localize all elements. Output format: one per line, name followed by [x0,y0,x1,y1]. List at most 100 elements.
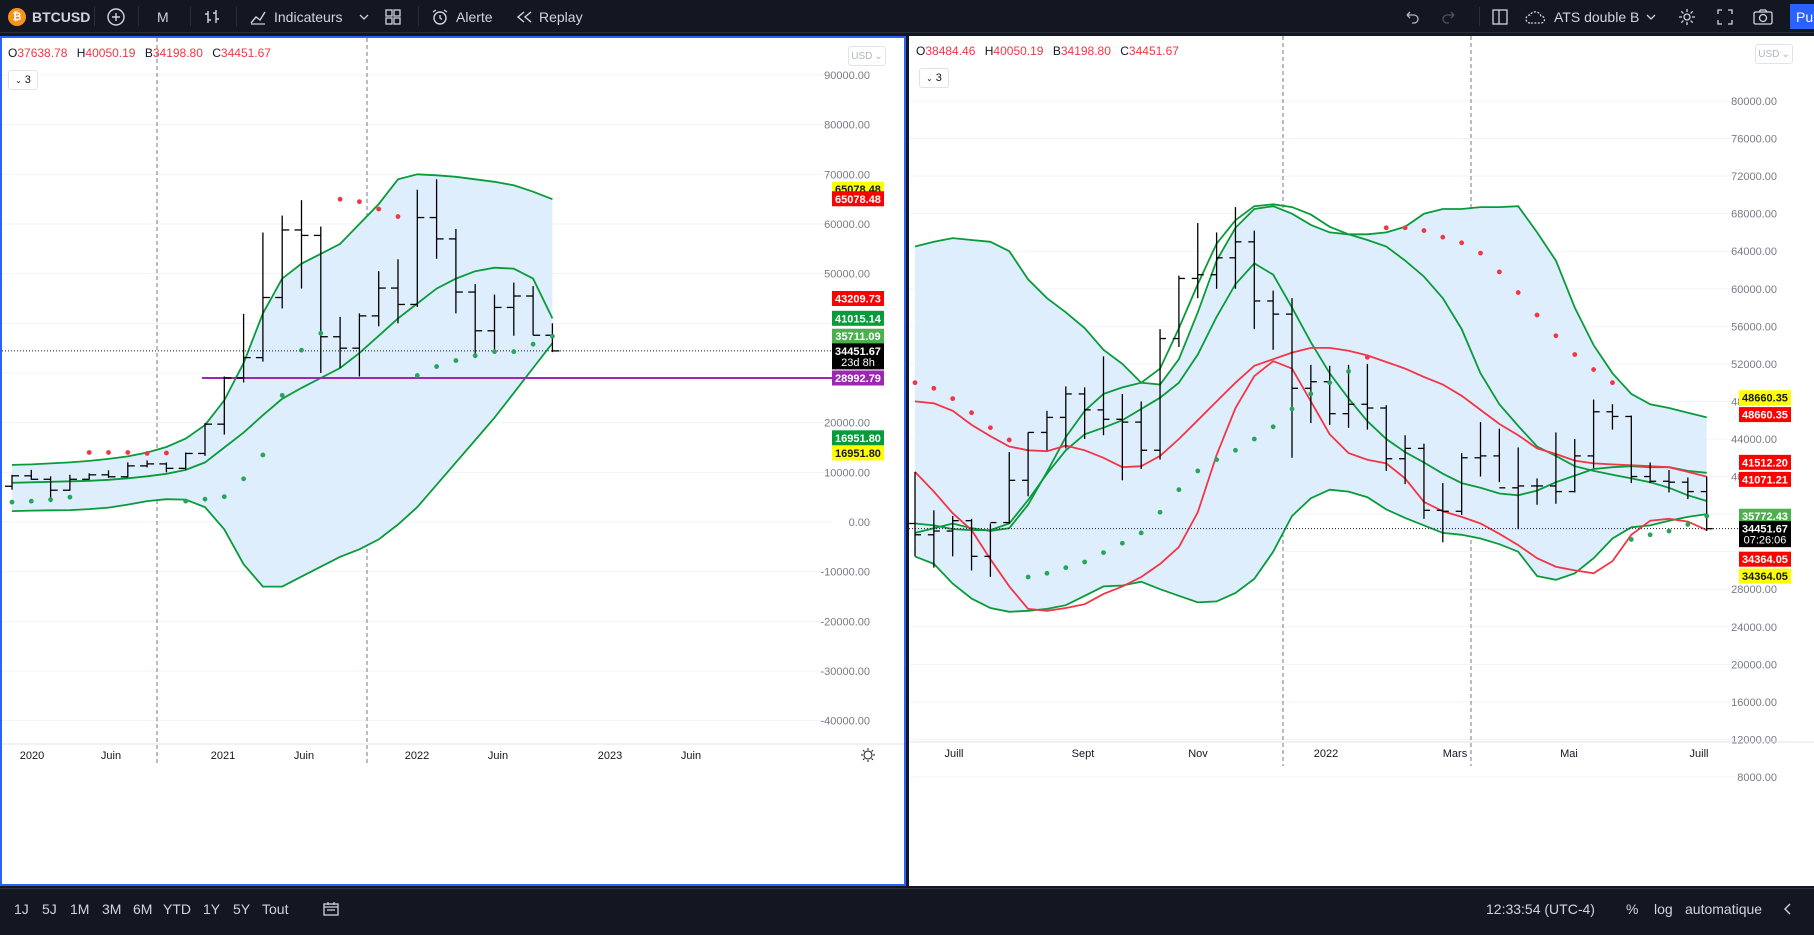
ohlc-bar [946,515,959,557]
settings-button[interactable] [1677,0,1697,33]
y-tick-label: 80000.00 [1731,96,1777,108]
replay-label: Replay [539,8,583,25]
y-tick-label: 44000.00 [1731,434,1777,446]
compare-button[interactable] [106,0,126,33]
chart-pane-right[interactable]: 80000.00 76000.00 72000.00 68000.00 64000.00… [909,36,1814,886]
collapse-bottom-button[interactable] [1782,889,1794,929]
y-tick-label: 0.00 [849,517,870,529]
y-tick-label: -20000.00 [820,616,870,628]
chevron-down-icon: ⌄ [1781,48,1790,60]
range-tout[interactable]: Tout [262,901,289,917]
percent-label: % [1626,901,1639,917]
psar-dot [1553,333,1559,339]
range-5y[interactable]: 5Y [233,901,251,917]
y-tick-label: 28000.00 [1731,584,1777,596]
ohlc-bar [984,521,997,578]
range-1j[interactable]: 1J [14,901,29,917]
indicators-button[interactable]: Indicateurs [248,0,342,33]
psar-dot [106,450,111,455]
ohlc-bar [255,232,270,362]
chart-pane-left[interactable]: 90000.00 80000.00 70000.00 60000.00 50000.00… [0,36,906,886]
currency-button[interactable]: USD ⌄ [1755,44,1793,64]
psar-dot [1628,537,1634,542]
psar-dot [1063,565,1069,571]
range-1m[interactable]: 1M [70,901,90,917]
auto-toggle[interactable]: automatique [1685,889,1762,929]
chart-canvas-right[interactable]: 80000.00 76000.00 72000.00 68000.00 64000.00… [909,36,1814,886]
layout-split-button[interactable] [1490,0,1510,33]
indicators-collapse-button[interactable]: ⌄ 3 [919,68,949,88]
price-label-countdown: 07:26:06 [1744,535,1787,547]
ohlc-bar [1455,453,1468,516]
price-label: 41512.20 [1742,457,1788,469]
range-5j[interactable]: 5J [42,901,57,917]
currency-button[interactable]: USD ⌄ [848,46,886,66]
publish-button[interactable]: Pu [1790,4,1814,29]
range-6m[interactable]: 6M [133,901,153,917]
replay-button[interactable]: Replay [515,0,583,33]
price-label: 34364.05 [1742,554,1788,566]
interval-button[interactable]: M [157,0,169,33]
chart-type-button[interactable] [202,0,222,33]
y-tick-label: 56000.00 [1731,321,1777,333]
layout-name-button[interactable]: ATS double B [1524,0,1639,33]
y-tick-label: 20000.00 [1731,659,1777,671]
fullscreen-icon [1716,8,1734,26]
ohlc-bar [101,470,116,478]
templates-button[interactable] [383,0,403,33]
bb-lower-line [11,342,554,588]
undo-button[interactable] [1402,0,1420,33]
log-toggle[interactable]: log [1654,889,1673,929]
fullscreen-button[interactable] [1716,0,1734,33]
ohlc-high: 40050.19 [993,44,1044,58]
layout-name-label: ATS double B [1554,8,1640,25]
range-ytd[interactable]: YTD [163,901,191,917]
price-label: 16951.80 [835,433,881,445]
ohlc-bar [1361,363,1374,430]
psar-dot [9,499,15,505]
y-tick-label: 16000.00 [1731,697,1777,709]
psar-dot [950,396,956,402]
psar-dot [86,450,92,455]
axis-settings-icon[interactable] [861,748,875,762]
ohlc-low: 34198.80 [1060,44,1111,58]
range-3m[interactable]: 3M [102,901,122,917]
ohlc-close: 34451.67 [1128,44,1179,58]
symbol-search[interactable]: ₿ BTCUSD [8,0,90,33]
price-label-bg [832,310,884,326]
indicators-dropdown[interactable] [358,0,370,33]
layout-dropdown[interactable] [1645,0,1657,33]
indicators-collapse-button[interactable]: ⌄ 3 [8,70,38,90]
psar-dot [1478,250,1483,256]
psar-dot [1157,509,1163,515]
price-label-bg [1739,568,1791,584]
currency-label: USD [851,50,873,62]
y-tick-label: 60000.00 [824,219,870,231]
goto-date-button[interactable] [322,889,340,929]
psar-dot [1327,380,1333,386]
chevron-down-icon [358,11,370,23]
price-label-bg [1739,407,1791,423]
percent-toggle[interactable]: % [1626,889,1638,929]
bottom-toolbar: 1J 5J 1M 3M 6M YTD 1Y 5Y Tout 12:33:54 (UTC-4) %… [0,888,1814,935]
plus-circle-icon [106,7,126,27]
grid-icon [383,7,403,27]
ohlc-bar [159,462,174,473]
clock-display[interactable]: 12:33:54 (UTC-4) [1486,889,1595,929]
alert-button[interactable]: Alerte [430,0,493,33]
price-label-bg [832,370,884,386]
chart-canvas-left[interactable]: 90000.00 80000.00 70000.00 60000.00 50000.00… [2,38,904,884]
ohlc-bar [1248,230,1261,330]
psar-dot [1515,290,1521,295]
price-label: 28992.79 [835,373,881,385]
ohlc-close: 34451.67 [220,46,271,60]
psar-dot [1572,352,1578,357]
redo-button[interactable] [1441,0,1459,33]
ohlc-bar [82,473,97,480]
ohlc-bar [429,179,444,259]
ohlc-bar [1116,393,1129,481]
psar-dot [1214,457,1219,463]
range-1y[interactable]: 1Y [203,901,221,917]
snapshot-button[interactable] [1752,0,1774,33]
y-tick-label: -30000.00 [820,666,870,678]
